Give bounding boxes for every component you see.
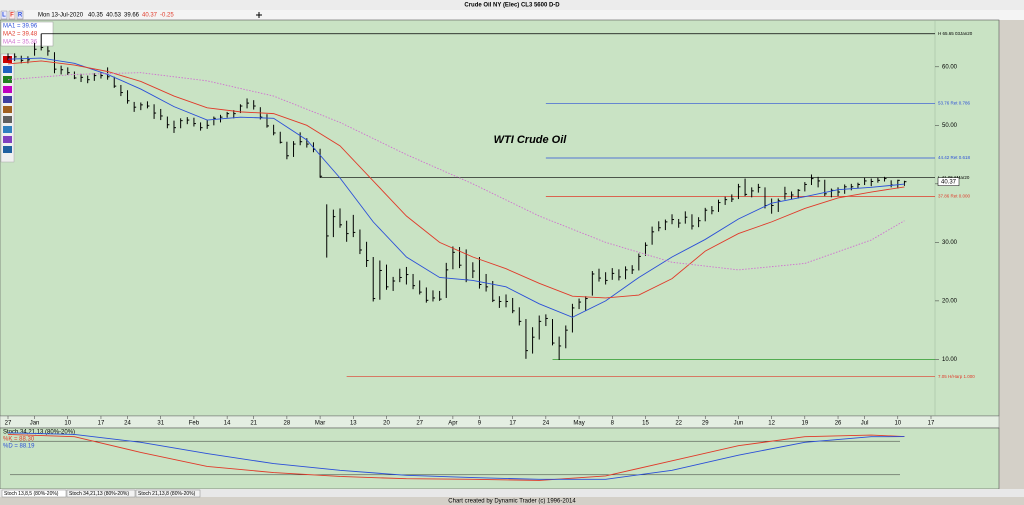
window-title: Crude Oil NY (Elec) CL3 5600 D-D <box>464 3 560 9</box>
level-label: L 41.05 6Mar20 <box>938 175 970 180</box>
tool-icon[interactable] <box>3 76 12 83</box>
tab-label: Stoch 34,21,13 (80%-20%) <box>69 491 129 497</box>
series-line <box>7 434 905 481</box>
legend-entry: MA2 = 39.48 <box>3 32 38 38</box>
x-tick-label: 31 <box>157 421 164 427</box>
x-tick-label: Feb <box>189 421 200 427</box>
x-tick-label: 20 <box>383 421 390 427</box>
flag: R <box>18 13 23 19</box>
tab[interactable] <box>135 489 201 498</box>
x-tick-label: 24 <box>543 421 550 427</box>
crosshair-icon[interactable] <box>256 12 262 18</box>
x-tick-label: Jun <box>734 421 744 427</box>
info-bar <box>0 10 1024 20</box>
flag: F <box>10 13 14 19</box>
price-marker <box>937 177 960 186</box>
flag-button[interactable] <box>0 10 8 20</box>
level-label: 53.76 Ret 0.786 <box>938 101 971 106</box>
tool-icon[interactable] <box>3 86 12 93</box>
x-tick-label: 10 <box>894 421 901 427</box>
x-tick-label: Mar <box>315 421 325 427</box>
title-bar <box>0 0 1024 10</box>
x-tick-label: 17 <box>928 421 935 427</box>
tab[interactable] <box>66 489 136 498</box>
date-axis <box>0 415 1000 429</box>
x-tick-label: Jul <box>861 421 869 427</box>
legend-entry: MA1 = 39.96 <box>3 24 38 30</box>
legend-entry: %K = 88.30 <box>3 437 35 443</box>
tool-icon[interactable] <box>3 136 12 143</box>
x-tick-label: 12 <box>768 421 775 427</box>
tab-strip <box>0 489 1024 497</box>
x-tick-label: 14 <box>224 421 231 427</box>
x-tick-label: 19 <box>801 421 808 427</box>
x-tick-label: 17 <box>98 421 105 427</box>
y-tick-label: 10.00 <box>942 357 958 363</box>
price-panel <box>0 19 1000 417</box>
tool-icon[interactable] <box>3 66 12 73</box>
level-label: 7.05 H/Harp 1.000 <box>938 374 975 379</box>
x-tick-label: 26 <box>835 421 842 427</box>
bar-low: 39.66 <box>124 13 140 19</box>
level-label: H 65.65 03Jan20 <box>938 31 973 36</box>
flag-button[interactable] <box>16 10 24 20</box>
x-tick-label: 10 <box>64 421 71 427</box>
annotation: WTI Crude Oil <box>494 134 568 146</box>
level-label: 44.42 Ret 0.618 <box>938 155 971 160</box>
toolbar <box>0 53 15 163</box>
tool-icon[interactable] <box>3 146 12 153</box>
x-tick-label: 28 <box>284 421 291 427</box>
x-tick-label: 29 <box>702 421 709 427</box>
footer: Chart created by Dynamic Trader (c) 1996… <box>448 499 576 505</box>
level-label: 37.86 Ret 0.000 <box>938 194 971 199</box>
x-tick-label: May <box>573 421 584 427</box>
price-marker-label: 40.37 <box>941 179 957 185</box>
legend-entry: %D = 88.19 <box>3 444 35 450</box>
tool-icon[interactable] <box>3 96 12 103</box>
x-tick-label: Apr <box>448 421 457 427</box>
flag-button[interactable] <box>8 10 16 20</box>
x-tick-label: 17 <box>509 421 516 427</box>
x-tick-label: 8 <box>611 421 615 427</box>
x-tick-label: 15 <box>642 421 649 427</box>
bar-high: 40.53 <box>106 13 122 19</box>
tool-icon[interactable] <box>3 106 12 113</box>
x-tick-label: Jan <box>30 421 40 427</box>
series-line <box>7 57 905 318</box>
x-tick-label: 24 <box>124 421 131 427</box>
bar-close: 40.37 <box>142 13 158 19</box>
flag: L <box>2 13 6 19</box>
x-tick-label: 13 <box>350 421 357 427</box>
y-tick-label: 30.00 <box>942 240 958 246</box>
tab-label: Stoch 13,8,5 (80%-20%) <box>4 491 59 497</box>
bar-open: 40.35 <box>88 13 104 19</box>
x-tick-label: 27 <box>416 421 423 427</box>
series-line <box>7 432 905 480</box>
y-tick-label: 20.00 <box>942 298 958 304</box>
y-tick-label: 60.00 <box>942 64 958 70</box>
y-tick-label: 50.00 <box>942 123 958 129</box>
tool-icon[interactable] <box>3 126 12 133</box>
bar-change: -0.25 <box>160 13 174 19</box>
series-line <box>7 60 905 299</box>
x-tick-label: 9 <box>478 421 482 427</box>
x-tick-label: 21 <box>250 421 257 427</box>
legend-entry: MA4 = 35.36 <box>3 40 38 46</box>
tab[interactable] <box>1 489 67 498</box>
tool-icon[interactable] <box>3 116 12 123</box>
x-tick-label: 22 <box>675 421 682 427</box>
tab-label: Stoch 21,13,8 (80%-20%) <box>138 491 196 497</box>
x-tick-label: 27 <box>5 421 12 427</box>
stoch-title: Stoch 34,21,13 (80%-20%) <box>3 430 75 436</box>
bar-date: Mon 13-Jul-2020 <box>38 13 84 19</box>
